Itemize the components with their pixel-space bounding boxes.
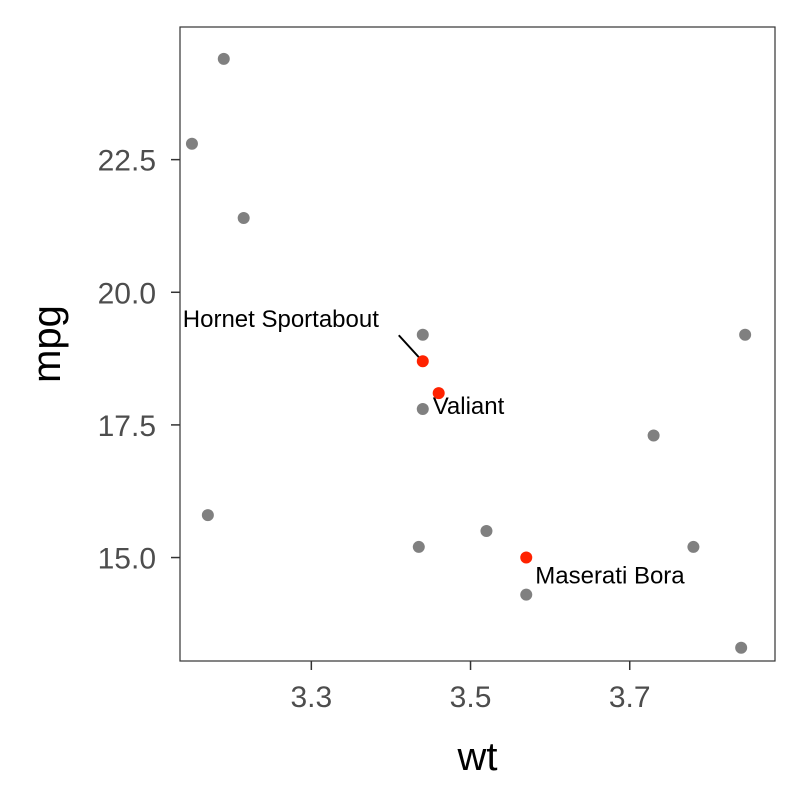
y-tick-label: 20.0: [98, 277, 156, 310]
data-point: [412, 540, 425, 553]
data-point: [217, 52, 230, 65]
highlighted-point: [432, 387, 445, 400]
plot-panel: [179, 26, 776, 662]
x-tick-label: 3.3: [290, 681, 332, 714]
data-point: [739, 328, 752, 341]
y-tick-label: 17.5: [98, 410, 156, 443]
x-tick-label: 3.7: [609, 681, 651, 714]
data-point: [416, 328, 429, 341]
data-point: [416, 402, 429, 415]
y-tick-label: 15.0: [98, 543, 156, 576]
data-point: [480, 525, 493, 538]
label-leader-line: [398, 334, 421, 359]
data-point: [647, 429, 660, 442]
x-axis: 3.3 3.5 3.7: [290, 661, 651, 714]
data-point: [237, 211, 250, 224]
label-leader-lines: [398, 334, 421, 359]
data-points: [185, 52, 752, 654]
data-point: [201, 509, 214, 522]
y-tick-label: 22.5: [98, 145, 156, 178]
data-point: [185, 137, 198, 150]
highlighted-point: [416, 355, 429, 368]
x-axis-title: wt: [457, 735, 498, 779]
y-axis-title: mpg: [25, 305, 69, 383]
data-point: [735, 641, 748, 654]
highlighted-point: [520, 551, 533, 564]
x-tick-label: 3.5: [450, 681, 492, 714]
point-label: Hornet Sportabout: [183, 306, 379, 333]
point-label: Valiant: [433, 393, 505, 420]
point-labels: Hornet Sportabout Valiant Maserati Bora: [183, 306, 686, 589]
data-point: [520, 588, 533, 601]
data-point: [687, 540, 700, 553]
y-axis: 15.0 17.5 20.0 22.5: [98, 145, 180, 576]
point-label: Maserati Bora: [535, 563, 685, 590]
